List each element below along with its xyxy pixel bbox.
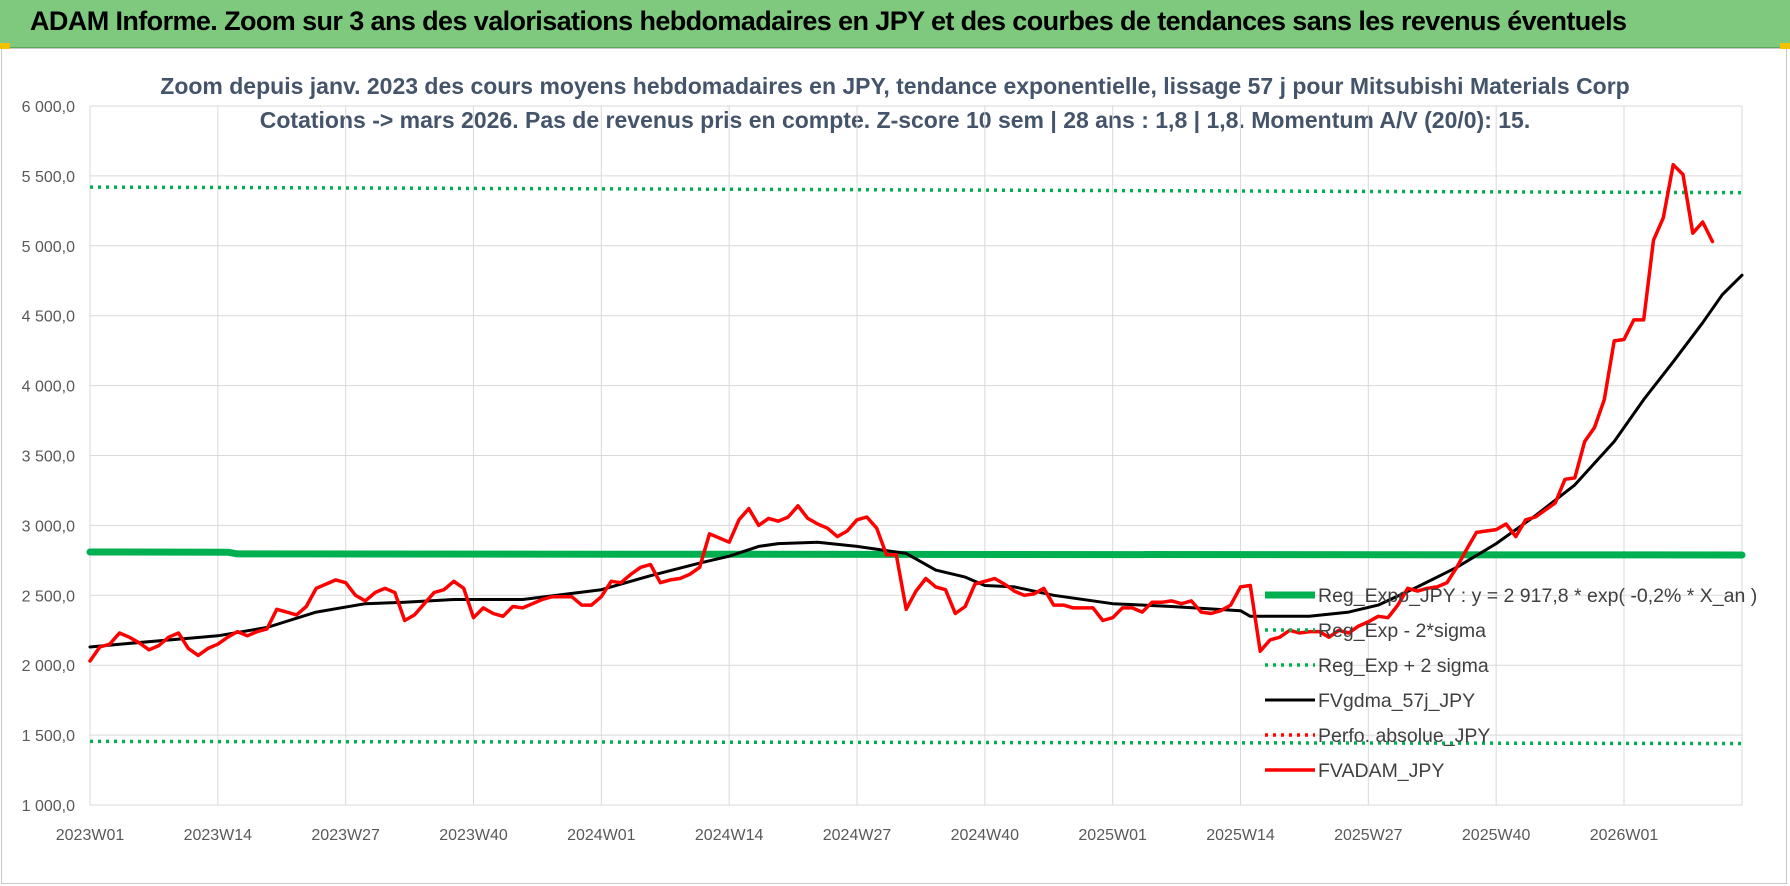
- x-tick-label: 2025W01: [1078, 827, 1147, 844]
- x-gridlines: [89, 106, 1743, 805]
- x-tick-label: 2025W14: [1206, 827, 1275, 844]
- y-tick-label: 6 000,0: [22, 99, 75, 116]
- x-tick-label: 2023W40: [439, 827, 508, 844]
- chart-subtitle: Cotations -> mars 2026. Pas de revenus p…: [260, 107, 1530, 133]
- legend: Reg_Expo_JPY : y = 2 917,8 * exp( -0,2% …: [1265, 585, 1757, 782]
- y-tick-label: 5 500,0: [22, 169, 75, 186]
- x-tick-label: 2025W40: [1462, 827, 1531, 844]
- legend-label: FVgdma_57j_JPY: [1318, 690, 1475, 712]
- x-tick-label: 2024W01: [567, 827, 636, 844]
- corner-mark-left: [0, 43, 10, 49]
- series-line-reg-exp-2-sigma: [89, 739, 1743, 746]
- x-tick-label: 2024W14: [695, 827, 764, 844]
- y-axis-ticks: 1 000,0 1 500,0 2 000,0 2 500,0 3 000,0 3 500…: [22, 99, 75, 815]
- x-tick-label: 2024W40: [951, 827, 1020, 844]
- x-tick-label: 2024W27: [823, 827, 892, 844]
- chart-frame: [1, 48, 1787, 884]
- legend-label: Reg_Expo_JPY : y = 2 917,8 * exp( -0,2% …: [1318, 585, 1757, 607]
- y-tick-label: 1 500,0: [22, 728, 75, 745]
- legend-label: FVADAM_JPY: [1318, 760, 1444, 782]
- y-tick-label: 2 000,0: [22, 658, 75, 675]
- series-line-reg-expo-jpy-y-2-917-8-e: [86, 548, 1746, 559]
- header-banner: ADAM Informe. Zoom sur 3 ans des valoris…: [0, 0, 1790, 48]
- y-tick-label: 3 500,0: [22, 449, 75, 466]
- x-tick-label: 2023W27: [311, 827, 380, 844]
- x-tick-label: 2026W01: [1590, 827, 1659, 844]
- legend-label: Reg_Exp - 2*sigma: [1318, 620, 1486, 642]
- banner-title: ADAM Informe. Zoom sur 3 ans des valoris…: [30, 6, 1627, 36]
- y-tick-label: 3 000,0: [22, 518, 75, 535]
- y-tick-label: 4 500,0: [22, 309, 75, 326]
- y-tick-label: 4 000,0: [22, 379, 75, 396]
- legend-label: Perfo. absolue_JPY: [1318, 725, 1490, 747]
- y-tick-label: 2 500,0: [22, 588, 75, 605]
- title-background: [250, 66, 1540, 141]
- series-line-fvadam-jpy: [88, 162, 1715, 663]
- corner-mark-right: [1780, 43, 1790, 49]
- series-line-reg-exp-2-sigma: [89, 185, 1743, 195]
- chart-title: Zoom depuis janv. 2023 des cours moyens …: [160, 73, 1629, 99]
- y-gridlines: [90, 105, 1742, 806]
- x-tick-label: 2023W14: [184, 827, 253, 844]
- series-lines: [86, 162, 1746, 746]
- y-tick-label: 1 000,0: [22, 798, 75, 815]
- legend-label: Reg_Exp + 2 sigma: [1318, 655, 1489, 677]
- x-tick-label: 2023W01: [56, 827, 125, 844]
- x-tick-label: 2025W27: [1334, 827, 1403, 844]
- y-tick-label: 5 000,0: [22, 239, 75, 256]
- x-axis-ticks: 2023W01 2023W14 2023W27 2023W40 2024W01 2024W…: [56, 827, 1659, 844]
